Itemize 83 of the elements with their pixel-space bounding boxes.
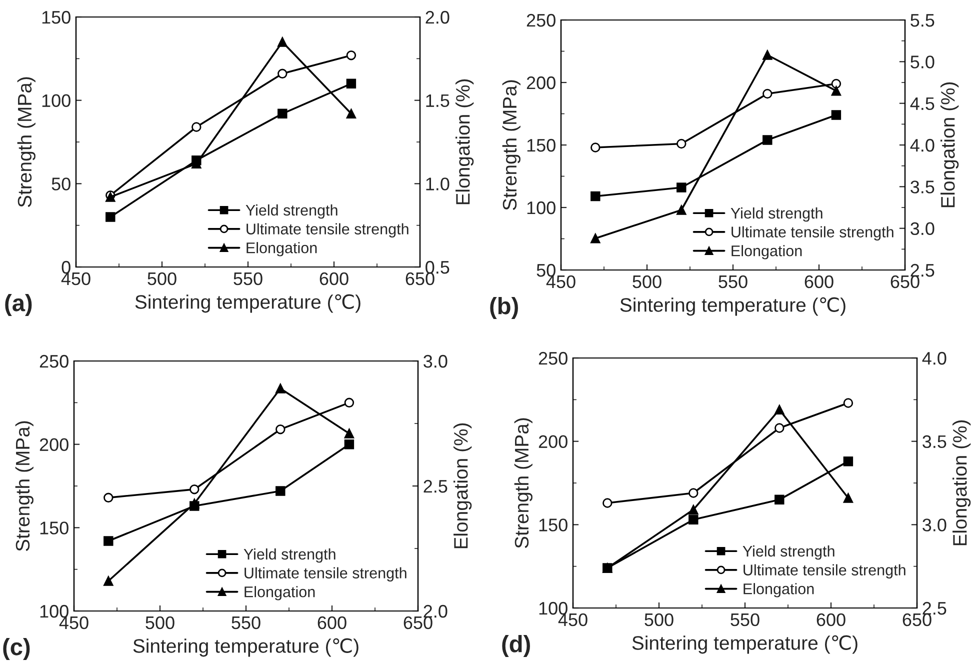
legend-label: Elongation xyxy=(732,245,802,260)
text: (a) xyxy=(5,294,32,316)
legend-label: Elongation xyxy=(744,583,814,598)
legend-label: Yield strength xyxy=(246,204,338,219)
y-tick-label: 200 xyxy=(538,435,568,448)
y2-tick-label: 3.0 xyxy=(424,354,448,368)
y2-tick-label: 2.5 xyxy=(922,602,946,615)
y2-tick-label: 0.5 xyxy=(426,260,450,274)
y-axis-title: Strength (MPa) xyxy=(17,77,36,208)
y2-tick-label: 3.0 xyxy=(910,222,934,236)
y2-tick-label: 2.0 xyxy=(426,10,450,24)
y2-axis-title: Elongation (%) xyxy=(952,420,971,546)
y2-tick-label: 5.0 xyxy=(910,56,934,68)
y-axis-title: Strength (MPa) xyxy=(15,421,34,552)
text: (d) xyxy=(502,634,530,658)
legend-label: Ultimate tensile strength xyxy=(732,226,894,240)
y-axis-title: Strength (MPa) xyxy=(514,418,532,548)
x-tick-label: 450 xyxy=(61,272,90,286)
x-tick-label: 500 xyxy=(148,272,176,286)
x-axis-title: Sintering temperature (℃) xyxy=(135,294,360,313)
legend-label: Elongation xyxy=(246,242,317,256)
y2-tick-label: 1.5 xyxy=(426,94,450,108)
x-tick-label: 550 xyxy=(234,272,262,286)
y2-tick-label: 3.5 xyxy=(910,180,934,194)
legend-label: Elongation xyxy=(244,586,315,600)
y-tick-label: 100 xyxy=(42,94,70,108)
x-tick-label: 550 xyxy=(730,613,760,626)
y-tick-label: 0 xyxy=(62,260,70,274)
x-axis-title: Sintering temperature (℃) xyxy=(133,638,358,657)
y-tick-label: 250 xyxy=(526,14,556,27)
x-tick-label: 500 xyxy=(146,616,174,630)
x-tick-label: 600 xyxy=(318,616,346,630)
y2-tick-label: 4.5 xyxy=(910,97,934,110)
y-tick-label: 100 xyxy=(527,201,556,214)
x-tick-label: 600 xyxy=(816,613,846,626)
x-tick-label: 550 xyxy=(718,275,748,288)
x-tick-label: 650 xyxy=(406,272,434,286)
y2-axis-title: Elongation (%) xyxy=(456,79,474,204)
y-tick-label: 250 xyxy=(40,354,68,368)
x-tick-label: 500 xyxy=(632,275,662,288)
x-tick-label: 650 xyxy=(902,613,932,626)
x-tick-label: 450 xyxy=(59,616,88,630)
y-tick-label: 200 xyxy=(526,76,556,90)
y-tick-label: 150 xyxy=(527,138,556,152)
y2-tick-label: 4.0 xyxy=(910,138,934,152)
y-tick-label: 150 xyxy=(539,518,568,532)
y-tick-label: 50 xyxy=(52,178,70,190)
y2-axis-title: Elongation (%) xyxy=(454,423,472,548)
text: (c) xyxy=(3,638,30,660)
y-tick-label: 150 xyxy=(40,522,68,534)
x-tick-label: 650 xyxy=(404,616,432,630)
y2-tick-label: 3.0 xyxy=(922,518,946,532)
y-tick-label: 100 xyxy=(539,602,568,615)
x-tick-label: 450 xyxy=(558,613,588,626)
y-tick-label: 150 xyxy=(42,10,70,24)
text: (b) xyxy=(490,296,518,320)
y2-tick-label: 3.5 xyxy=(922,435,946,448)
legend-label: Ultimate tensile strength xyxy=(744,564,906,578)
y2-tick-label: 2.0 xyxy=(424,604,448,618)
x-tick-label: 500 xyxy=(644,613,674,626)
x-tick-label: 600 xyxy=(804,275,834,288)
legend-label: Ultimate tensile strength xyxy=(244,567,406,582)
x-tick-label: 550 xyxy=(232,616,260,630)
x-tick-label: 450 xyxy=(546,275,576,288)
y2-tick-label: 4.0 xyxy=(922,352,946,365)
y2-tick-label: 2.5 xyxy=(910,264,934,277)
y2-tick-label: 1.0 xyxy=(426,178,450,190)
y2-tick-label: 5.5 xyxy=(910,14,934,27)
legend-label: Ultimate tensile strength xyxy=(246,223,408,238)
y2-axis-title: Elongation (%) xyxy=(940,82,959,208)
y-tick-label: 200 xyxy=(40,438,68,452)
y-tick-label: 250 xyxy=(538,352,568,365)
x-axis-title: Sintering temperature (℃) xyxy=(632,635,858,654)
x-tick-label: 650 xyxy=(890,275,920,288)
y-tick-label: 100 xyxy=(40,604,68,618)
x-tick-label: 600 xyxy=(320,272,348,286)
x-axis-title: Sintering temperature (℃) xyxy=(620,297,846,316)
y2-tick-label: 2.5 xyxy=(424,480,448,493)
y-tick-label: 50 xyxy=(536,264,556,277)
y-axis-title: Strength (MPa) xyxy=(502,80,520,210)
legend-label: Yield strength xyxy=(730,207,822,222)
legend-label: Yield strength xyxy=(742,545,834,560)
legend-label: Yield strength xyxy=(244,548,336,563)
